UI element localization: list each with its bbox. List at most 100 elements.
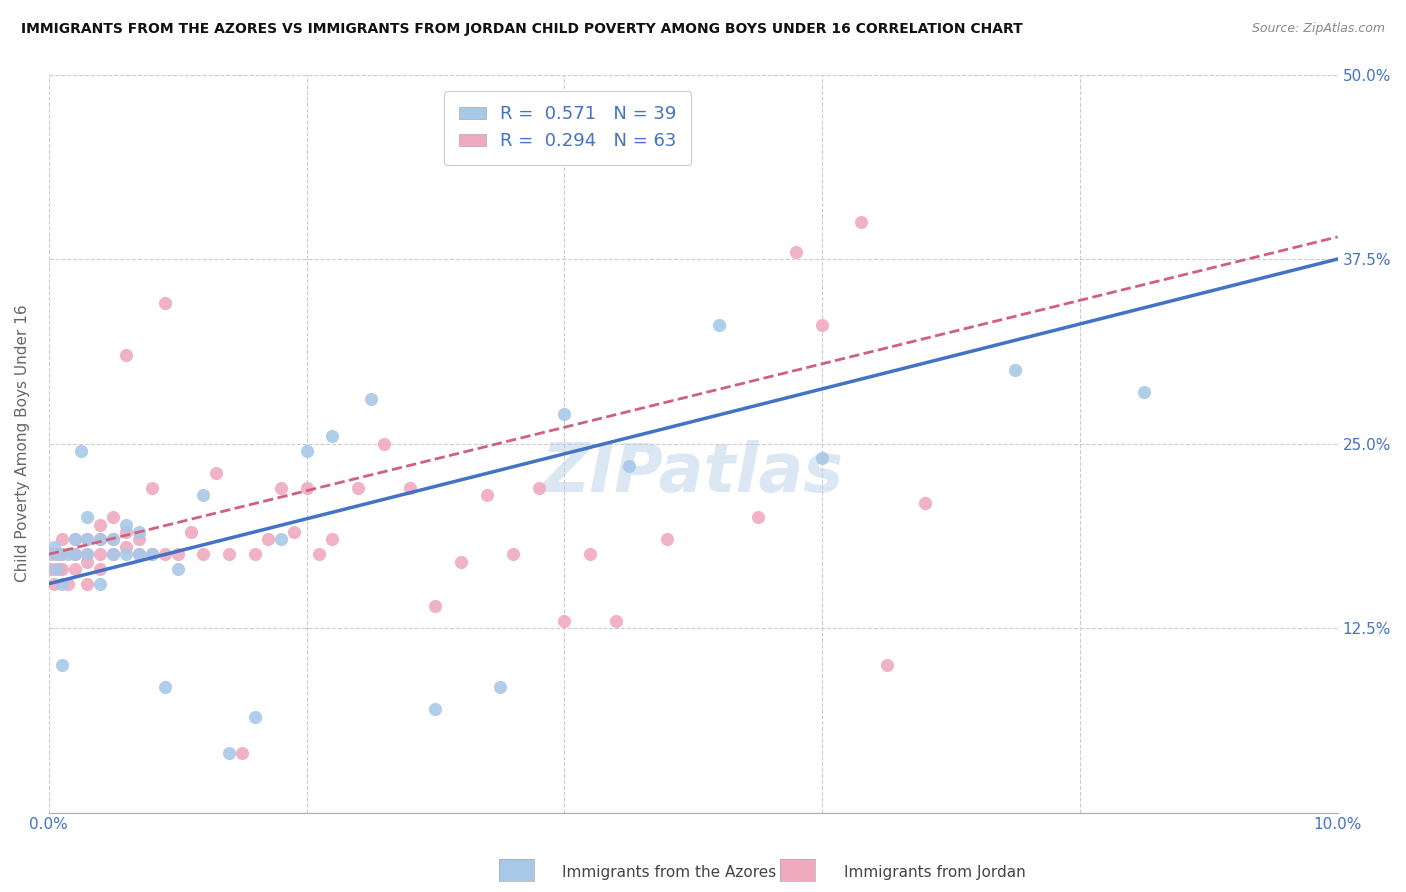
Point [89,533,111,547]
Point [193,547,215,561]
Point [425,702,447,716]
Point [295,481,318,495]
Point [243,709,266,723]
Point [89,517,111,532]
Point [450,555,472,569]
Point [270,533,292,547]
Point [1004,362,1026,376]
Point [115,540,138,554]
Point [115,525,138,540]
Text: Immigrants from the Azores: Immigrants from the Azores [562,865,776,880]
Point [876,657,898,672]
Point [605,614,627,628]
Point [76,533,98,547]
Point [51,547,73,561]
Y-axis label: Child Poverty Among Boys Under 16: Child Poverty Among Boys Under 16 [15,305,30,582]
Point [193,488,215,502]
Legend: R =  0.571   N = 39, R =  0.294   N = 63: R = 0.571 N = 39, R = 0.294 N = 63 [444,91,692,165]
Point [180,525,202,540]
Point [76,547,98,561]
Point [76,576,98,591]
Point [63,533,86,547]
Point [398,481,420,495]
Point [128,547,150,561]
Point [617,458,640,473]
Point [579,547,602,561]
Point [475,488,498,502]
Point [373,436,395,450]
Point [76,555,98,569]
Point [321,533,343,547]
Point [89,562,111,576]
Point [502,547,524,561]
Point [56,576,79,591]
Point [218,747,240,761]
Point [347,481,370,495]
Point [56,547,79,561]
Point [63,562,86,576]
Point [283,525,305,540]
Point [166,562,188,576]
Point [489,680,512,694]
Point [48,562,70,576]
Point [811,451,834,466]
Point [811,318,834,333]
Point [76,547,98,561]
Point [128,525,150,540]
Text: Immigrants from Jordan: Immigrants from Jordan [844,865,1025,880]
Point [51,562,73,576]
Point [527,481,550,495]
Point [425,599,447,613]
Point [553,614,575,628]
Point [231,747,253,761]
Point [76,510,98,524]
Point [308,547,330,561]
Point [141,547,163,561]
Point [141,481,163,495]
Point [360,392,382,407]
Point [45,562,67,576]
Point [128,547,150,561]
Point [51,576,73,591]
Point [41,562,63,576]
Text: Source: ZipAtlas.com: Source: ZipAtlas.com [1251,22,1385,36]
Point [63,547,86,561]
Point [747,510,769,524]
Point [1133,384,1156,399]
Text: IMMIGRANTS FROM THE AZORES VS IMMIGRANTS FROM JORDAN CHILD POVERTY AMONG BOYS UN: IMMIGRANTS FROM THE AZORES VS IMMIGRANTS… [21,22,1022,37]
Point [42,540,65,554]
Point [128,533,150,547]
Point [707,318,730,333]
Point [849,215,872,229]
Point [63,547,86,561]
Text: ZIPatlas: ZIPatlas [543,440,844,506]
Point [257,533,280,547]
Point [103,547,125,561]
Point [914,495,936,509]
Point [166,547,188,561]
Point [141,547,163,561]
Point [103,510,125,524]
Point [70,444,93,458]
Point [657,533,679,547]
Point [115,517,138,532]
Point [153,547,176,561]
Point [89,576,111,591]
Point [243,547,266,561]
Point [89,547,111,561]
Point [51,533,73,547]
Point [42,576,65,591]
Point [153,680,176,694]
Point [115,547,138,561]
Point [295,444,318,458]
Point [63,533,86,547]
Point [51,657,73,672]
Point [45,547,67,561]
Point [785,244,807,259]
Point [41,547,63,561]
Point [115,348,138,362]
Point [103,533,125,547]
Point [218,547,240,561]
Point [153,296,176,310]
Point [321,429,343,443]
